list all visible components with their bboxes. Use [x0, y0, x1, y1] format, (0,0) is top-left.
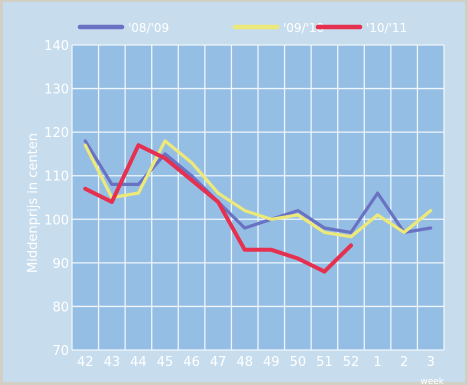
- y-tick-label: 110: [44, 170, 69, 185]
- y-tick-label: 140: [44, 39, 69, 54]
- legend-label: '08/'09: [128, 21, 169, 35]
- x-tick-label: 44: [130, 355, 147, 370]
- series-lines: [83, 139, 433, 274]
- y-tick-label: 90: [52, 257, 69, 272]
- x-tick-label: 3: [427, 355, 435, 370]
- legend-label: '10/'11: [366, 21, 407, 35]
- x-tick-label: 47: [210, 355, 227, 370]
- x-tick-label: 46: [183, 355, 200, 370]
- y-tick-label: 80: [52, 300, 69, 315]
- x-tick-label: 2: [400, 355, 408, 370]
- series-line: [83, 139, 433, 239]
- legend-label: '09/'10: [283, 21, 324, 35]
- x-tick-label: 49: [263, 355, 280, 370]
- x-tick-label: 42: [77, 355, 94, 370]
- x-axis-label: week: [420, 377, 444, 385]
- x-tick-label: 52: [343, 355, 360, 370]
- x-tick-label: 50: [290, 355, 307, 370]
- y-tick-label: 100: [44, 213, 69, 228]
- grid: [71, 44, 445, 351]
- y-axis-label: Middenprijs in centen: [26, 133, 41, 273]
- x-tick-label: 45: [157, 355, 174, 370]
- series-line: [83, 143, 353, 274]
- legend: '08/'09 '09/'10 '10/'11: [77, 21, 407, 35]
- x-tick-label: 51: [316, 355, 333, 370]
- x-tick-label: 48: [236, 355, 253, 370]
- y-tick-label: 130: [44, 83, 69, 98]
- y-axis: 70 80 90 100 110 120 130 140: [44, 39, 69, 359]
- x-tick-label: 43: [104, 355, 121, 370]
- y-tick-label: 120: [44, 126, 69, 141]
- x-axis: 42 43 44 45 46 47 48 49 50 51 52 1 2 3: [77, 355, 435, 370]
- x-tick-label: 1: [373, 355, 381, 370]
- series-line: [83, 139, 433, 234]
- y-tick-label: 70: [52, 344, 69, 359]
